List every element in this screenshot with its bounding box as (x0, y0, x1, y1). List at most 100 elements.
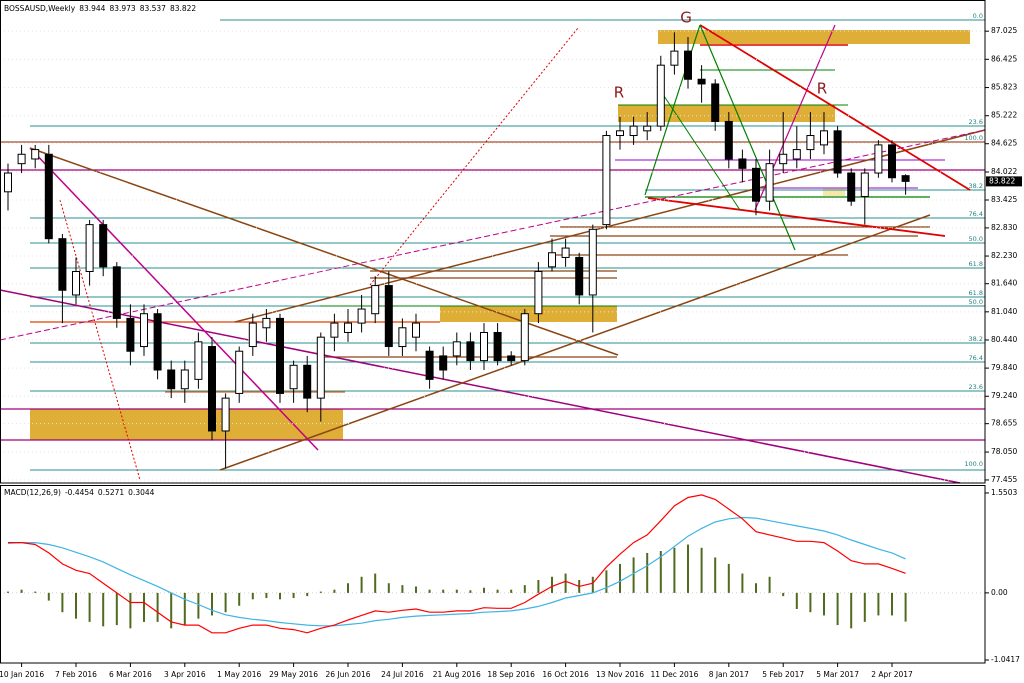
candle-body (901, 175, 910, 182)
candle-body (208, 346, 216, 432)
chart-header: BOSSAUSD,Weekly 83.944 83.973 83.537 83.822 (4, 4, 196, 13)
symbol-title: BOSSAUSD,Weekly (4, 4, 76, 13)
candle-body (303, 364, 312, 399)
candle-body (616, 130, 624, 137)
fib-level-label: 23.6 (969, 118, 983, 126)
x-tick-label: 5 Mar 2017 (816, 670, 859, 679)
candle-body (99, 224, 108, 268)
candle-body (656, 64, 665, 127)
candle-body (44, 153, 53, 240)
y-tick-label: 82.230 (991, 251, 1017, 260)
candle-body (276, 317, 284, 394)
fib-level-label: 61.8 (969, 260, 983, 268)
fib-level-label: 38.2 (969, 335, 983, 343)
candle-body (72, 271, 80, 296)
candle-body (371, 285, 380, 315)
x-tick-label: 3 Apr 2016 (164, 670, 206, 679)
y-tick-label: 77.455 (991, 475, 1017, 484)
candle-body (262, 317, 271, 329)
candle-body (588, 228, 597, 296)
trend-line (29, 147, 319, 451)
y-tick-label: 87.025 (991, 26, 1017, 35)
candle-body (765, 163, 774, 202)
candle-body (520, 313, 529, 362)
candle-body (833, 130, 842, 174)
candle-body (17, 153, 26, 165)
candle-body (752, 167, 760, 202)
candle-body (847, 172, 856, 202)
y-tick-label: 83.425 (991, 195, 1017, 204)
candle-body (493, 331, 502, 362)
trend-line (699, 24, 796, 251)
macd-header: MACD(12,26,9) -0.4454 0.5271 0.3044 (4, 488, 155, 497)
x-tick-label: 24 Jul 2016 (381, 670, 424, 679)
x-tick-label: 13 Nov 2016 (596, 670, 644, 679)
candle-body (820, 130, 828, 146)
fib-level-label: 38.2 (969, 182, 983, 190)
candle-body (534, 271, 543, 315)
zone-rectangle (618, 105, 835, 122)
zone-rectangle (658, 30, 970, 44)
candle-body (330, 322, 339, 338)
pattern-label: R (817, 80, 827, 98)
trend-line (29, 147, 619, 356)
candle-body (140, 313, 148, 348)
fib-level-label: 76.4 (969, 210, 983, 218)
y-tick-label: 81.640 (991, 279, 1017, 288)
candle-body (888, 144, 896, 179)
fib-level-label: 0.0 (973, 12, 983, 20)
y-tick-label: 81.040 (991, 307, 1017, 316)
candle-body (153, 313, 162, 371)
candle-body (425, 350, 434, 380)
fib-level-label: 50.0 (969, 235, 983, 243)
candle-body (167, 369, 176, 390)
candle-body (31, 149, 40, 160)
y-tick-label: -1.0417 (991, 655, 1020, 664)
candle-body (398, 327, 407, 348)
candle-body (711, 83, 720, 122)
x-tick-label: 8 Jan 2017 (709, 670, 749, 679)
fib-level-label: 50.0 (969, 298, 983, 306)
candle-body (248, 322, 257, 348)
last-price-box (986, 176, 1022, 187)
macd-hist-value: -0.4454 (65, 488, 94, 497)
fib-level-label: 100.0 (964, 460, 983, 468)
y-tick-label: 80.440 (991, 335, 1017, 344)
candle-body (548, 252, 556, 268)
y-tick-label: 0.00 (991, 588, 1008, 597)
candle-body (452, 341, 461, 357)
trend-line (234, 129, 986, 323)
candle-body (792, 149, 801, 160)
main-panel-frame (0, 0, 986, 484)
candle-body (507, 355, 516, 362)
x-tick-label: 29 May 2016 (269, 670, 318, 679)
x-tick-label: 6 Mar 2016 (109, 670, 152, 679)
macd-panel-frame (0, 485, 986, 664)
candle-body (357, 308, 366, 324)
candle-body (316, 336, 325, 399)
y-tick-label: 86.425 (991, 54, 1017, 63)
candle-body (561, 247, 570, 258)
header-low: 83.537 (140, 4, 166, 13)
y-tick-label: 82.830 (991, 223, 1017, 232)
candle-body (738, 158, 747, 169)
last-price-label: 83.822 (989, 176, 1015, 185)
candle-body (629, 125, 638, 137)
fib-level-label: 61.8 (969, 289, 983, 297)
pattern-label: G (680, 9, 692, 27)
y-tick-label: 79.240 (991, 391, 1017, 400)
trend-line (647, 197, 946, 237)
zone-rectangle (30, 409, 343, 440)
candle-body (439, 355, 448, 371)
x-tick-label: 18 Sep 2016 (487, 670, 535, 679)
x-tick-label: 2 Apr 2017 (871, 670, 913, 679)
candle-body (724, 120, 733, 160)
candle-body (4, 172, 12, 193)
candle-body (466, 341, 475, 362)
x-tick-label: 11 Dec 2016 (650, 670, 698, 679)
candle-body (85, 224, 94, 273)
x-tick-label: 1 May 2016 (217, 670, 261, 679)
candle-body (384, 285, 393, 348)
